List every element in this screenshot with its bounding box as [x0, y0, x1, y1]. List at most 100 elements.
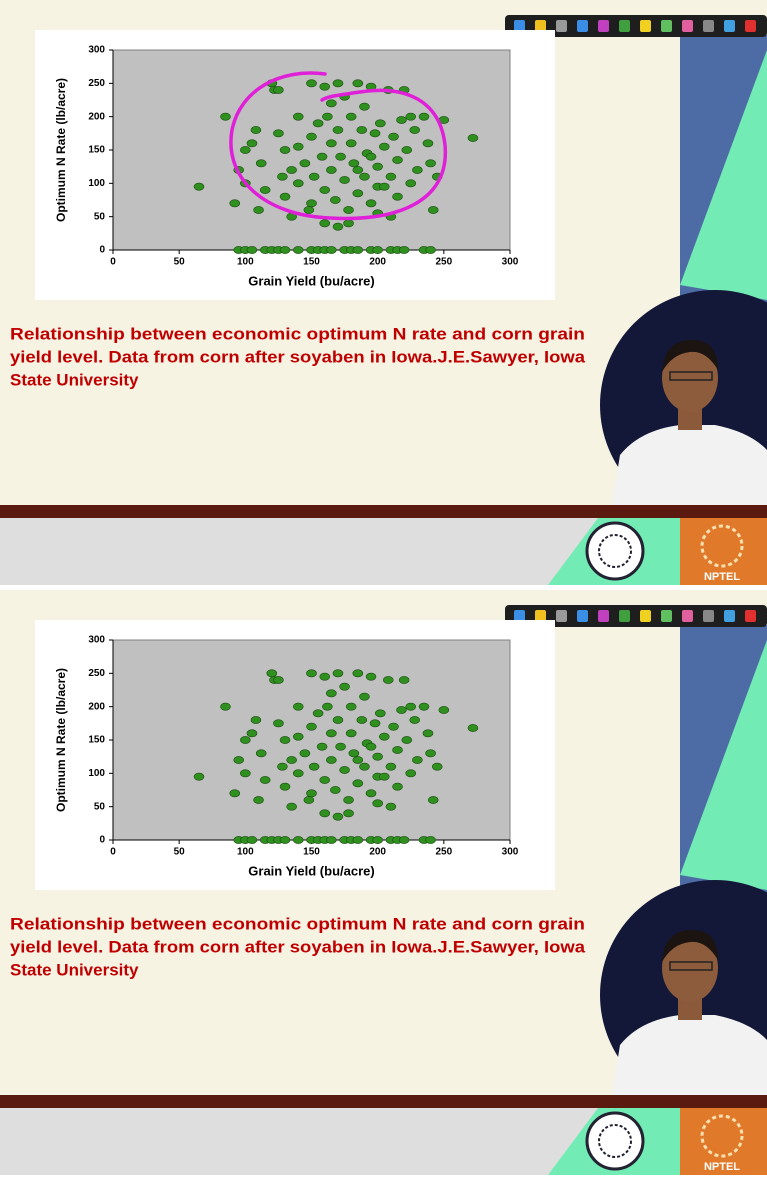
slide-frame: NPTEL 0 50 100 150 200 250 300 0 50 100 150 200 250 30…: [0, 0, 767, 585]
toolbar-icon[interactable]: [703, 610, 714, 622]
scatter-point: [345, 139, 357, 148]
toolbar-icon[interactable]: [598, 610, 609, 622]
toolbar-icon[interactable]: [514, 20, 525, 32]
toolbar-icon[interactable]: [577, 610, 588, 622]
scatter-point: [332, 126, 344, 134]
scatter-point: [356, 716, 368, 724]
scatter-point: [345, 729, 357, 738]
scatter-point: [425, 159, 436, 168]
scatter-point: [385, 762, 397, 771]
scatter-point: [345, 112, 357, 121]
scatter-point: [392, 156, 403, 164]
scatter-point: [306, 722, 317, 731]
x-tick-label: 50: [174, 257, 186, 268]
scatter-point: [398, 676, 410, 684]
toolbar-icon[interactable]: [577, 20, 588, 32]
scatter-point: [292, 836, 304, 844]
scatter-point: [319, 809, 331, 818]
toolbar-icon[interactable]: [661, 20, 672, 32]
scatter-point: [279, 246, 291, 254]
scatter-point: [306, 789, 317, 798]
speaker-head: [662, 344, 718, 412]
toolbar-icon[interactable]: [514, 610, 525, 622]
scatter-point: [425, 749, 436, 758]
scatter-point: [292, 179, 304, 188]
scatter-point: [359, 692, 370, 701]
toolbar-icon[interactable]: [682, 610, 693, 622]
scatter-point: [259, 186, 271, 194]
scatter-point: [193, 182, 205, 191]
scatter-point: [412, 166, 423, 174]
scatter-point: [388, 132, 399, 141]
y-tick-label: 150: [88, 145, 105, 156]
scatter-point: [193, 772, 205, 781]
scatter-point: [273, 676, 284, 684]
scatter-point: [279, 192, 291, 201]
toolbar-icon[interactable]: [556, 610, 567, 622]
toolbar-icon[interactable]: [619, 610, 630, 622]
scatter-point: [292, 246, 304, 254]
scatter-point: [431, 762, 443, 771]
x-axis-title: Grain Yield (bu/acre): [248, 863, 374, 878]
caption-line: yield level. Data from corn after soyabe…: [10, 347, 586, 366]
scatter-point: [385, 802, 397, 811]
caption-line: Relationship between economic optimum N …: [10, 914, 585, 933]
speaker-hair: [662, 340, 718, 372]
side-stripe: [680, 50, 767, 300]
caption-line: State University: [10, 960, 139, 979]
scatter-point: [418, 112, 430, 121]
toolbar-icon[interactable]: [724, 20, 735, 32]
scatter-point: [335, 152, 346, 161]
iit-logo: [585, 521, 645, 581]
scatter-point: [240, 769, 251, 778]
scatter-point: [401, 736, 413, 744]
scatter-point: [319, 219, 331, 228]
x-tick-label: 0: [110, 257, 116, 268]
scatter-point: [422, 729, 434, 738]
scatter-point: [378, 772, 390, 781]
toolbar-icon[interactable]: [682, 20, 693, 32]
scatter-point: [286, 166, 297, 174]
toolbar-icon[interactable]: [598, 20, 609, 32]
toolbar-icon[interactable]: [640, 20, 651, 32]
scatter-point: [352, 836, 364, 844]
y-tick-label: 300: [88, 45, 105, 56]
scatter-point: [319, 186, 331, 194]
x-tick-label: 0: [110, 847, 116, 858]
scatter-point: [396, 116, 407, 124]
toolbar-icon[interactable]: [724, 610, 735, 622]
scatter-point: [292, 142, 304, 151]
scatter-point: [369, 719, 381, 728]
scatter-point: [396, 706, 407, 714]
toolbar-icon[interactable]: [640, 610, 651, 622]
scatter-point: [306, 199, 317, 208]
x-tick-label: 250: [435, 257, 452, 268]
scatter-point: [330, 786, 341, 794]
scatter-point: [405, 112, 417, 121]
scatter-point: [405, 769, 417, 778]
y-axis-title: Optimum N Rate (lb/acre): [54, 78, 68, 222]
scatter-point: [326, 756, 337, 764]
toolbar-icon[interactable]: [619, 20, 630, 32]
toolbar-icon[interactable]: [745, 610, 756, 622]
scatter-point: [345, 702, 357, 711]
scatter-point: [330, 196, 341, 204]
scatter-point: [405, 702, 417, 711]
x-tick-label: 100: [237, 847, 254, 858]
x-tick-label: 100: [237, 257, 254, 268]
toolbar-icon[interactable]: [661, 610, 672, 622]
scatter-point: [250, 126, 262, 134]
toolbar-icon[interactable]: [703, 20, 714, 32]
scatter-point: [409, 126, 421, 134]
scatter-point: [356, 126, 368, 134]
toolbar-icon[interactable]: [535, 20, 546, 32]
scatter-point: [392, 192, 403, 201]
toolbar-icon[interactable]: [745, 20, 756, 32]
scatter-point: [229, 789, 241, 798]
scatter-point: [326, 99, 337, 108]
scatter-point: [427, 796, 439, 804]
y-tick-label: 100: [88, 178, 105, 189]
toolbar-icon[interactable]: [535, 610, 546, 622]
toolbar-icon[interactable]: [556, 20, 567, 32]
